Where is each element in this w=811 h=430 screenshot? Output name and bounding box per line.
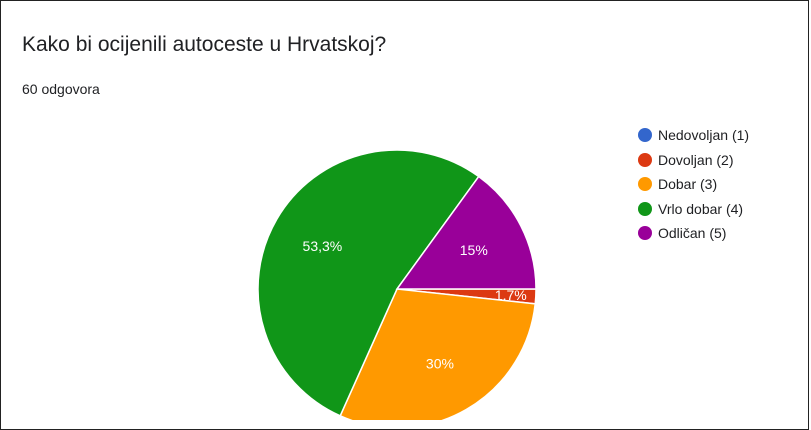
legend-label-odlican: Odličan (5) (658, 225, 727, 242)
pie-slice-vrlo-dobar[interactable] (257, 149, 480, 417)
legend-label-vrlo-dobar: Vrlo dobar (4) (658, 200, 744, 217)
response-count: 60 odgovora (22, 81, 100, 97)
legend-swatch-vrlo-dobar (638, 201, 652, 216)
pie-slice-odlican[interactable] (395, 175, 537, 290)
legend-label-dovoljan: Dovoljan (2) (658, 151, 734, 168)
pie-label-dovoljan: 1,7% (495, 287, 527, 303)
legend-swatch-dobar (638, 177, 652, 192)
legend-label-dobar: Dobar (3) (658, 176, 718, 193)
pie-chart: 1,7% 30% 53,3% 15% (257, 149, 537, 420)
legend-item-dobar[interactable]: Dobar (3) (638, 172, 749, 197)
chart-title: Kako bi ocijenili autoceste u Hrvatskoj? (22, 33, 387, 56)
pie-label-odlican: 15% (460, 242, 488, 258)
legend-item-dovoljan[interactable]: Dovoljan (2) (638, 148, 749, 173)
pie-label-dobar: 30% (426, 356, 454, 372)
pie-slice-dobar[interactable] (339, 288, 537, 420)
legend-item-vrlo-dobar[interactable]: Vrlo dobar (4) (638, 197, 749, 222)
legend: Nedovoljan (1) Dovoljan (2) Dobar (3) Vr… (638, 123, 749, 246)
legend-label-nedovoljan: Nedovoljan (1) (658, 127, 750, 144)
legend-swatch-odlican (638, 226, 652, 241)
legend-item-odlican[interactable]: Odličan (5) (638, 221, 749, 246)
legend-item-nedovoljan[interactable]: Nedovoljan (1) (638, 123, 749, 148)
legend-swatch-nedovoljan (638, 128, 652, 143)
legend-swatch-dovoljan (638, 152, 652, 167)
pie-label-vrlo-dobar: 53,3% (303, 238, 343, 254)
